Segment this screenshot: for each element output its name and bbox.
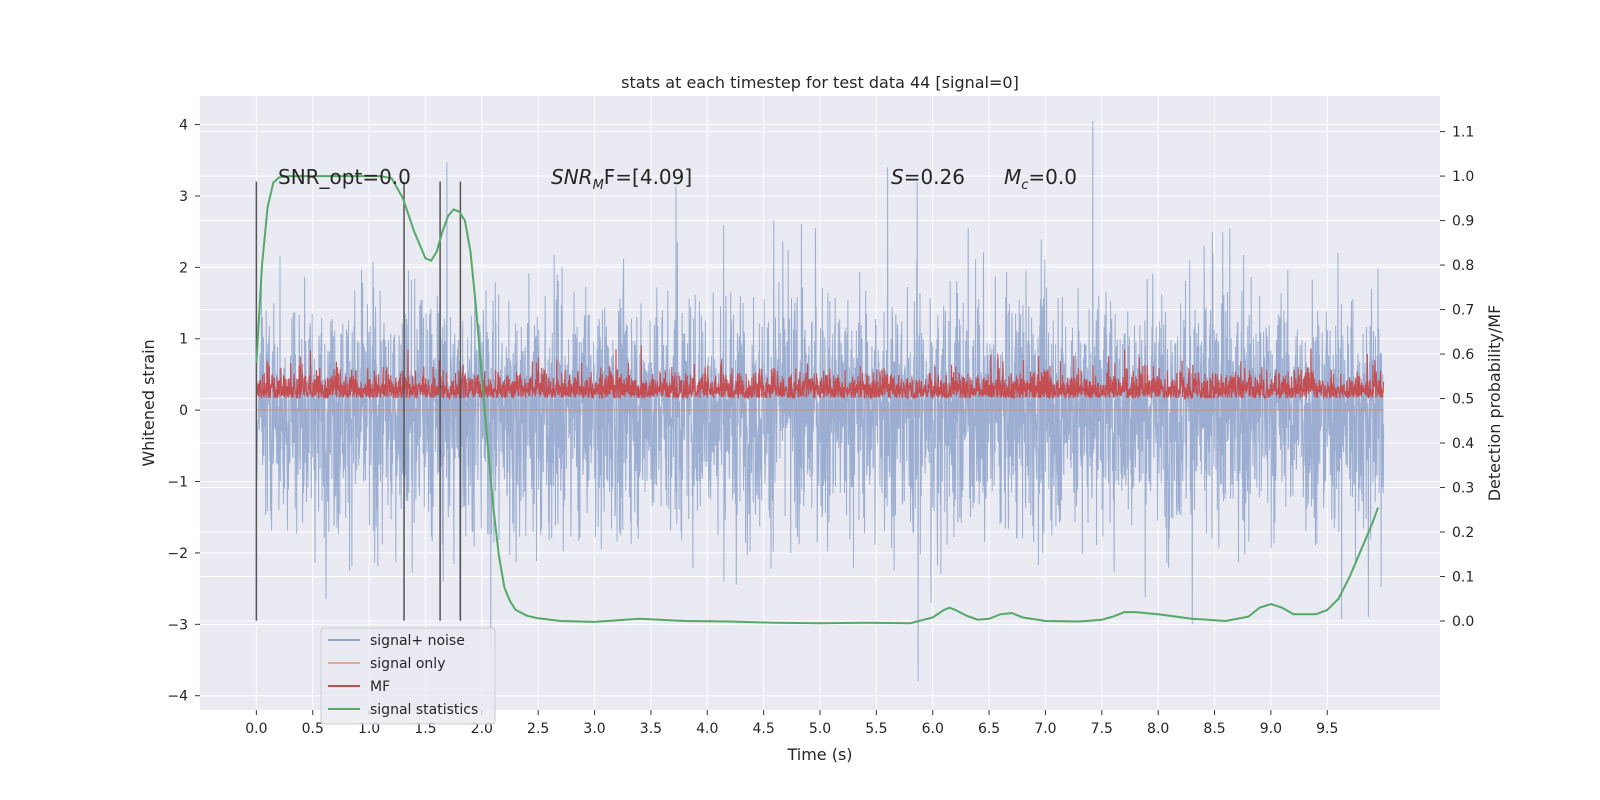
signal-noise-line: [255, 120, 1385, 682]
mc-value: =0.0: [1028, 165, 1077, 189]
snr-mf-name: SNR: [551, 165, 593, 189]
legend-label-mf: MF: [370, 679, 390, 695]
x-tick-label: 4.0: [696, 721, 718, 737]
legend: signal+ noise signal only MF signal stat…: [320, 627, 496, 725]
y-tick-label: −1: [167, 475, 188, 491]
legend-label-signal-only: signal only: [370, 656, 445, 672]
y-right-tick-label: 0.6: [1452, 347, 1474, 363]
y-right-tick-label: 0.1: [1452, 570, 1474, 586]
y-right-tick-label: 0.5: [1452, 392, 1474, 408]
annotation-layer: SNR_opt=0.0 SNRMF=[4.09] S=0.26 Mc=0.0: [278, 165, 1077, 193]
legend-label-signal-noise: signal+ noise: [370, 633, 465, 649]
chart-title: stats at each timestep for test data 44 …: [621, 73, 1019, 92]
y-tick-label: 1: [179, 332, 188, 348]
mc-name: M: [1004, 165, 1021, 189]
x-tick-label: 8.0: [1147, 721, 1169, 737]
mc-subscript: c: [1021, 178, 1028, 193]
y-tick-label: −3: [167, 617, 188, 633]
y-tick-label: 2: [179, 260, 188, 276]
x-tick-label: 1.0: [358, 721, 380, 737]
signal-statistics-series: [255, 175, 1379, 625]
x-tick-label: 3.0: [583, 721, 605, 737]
x-tick-label: 7.0: [1034, 721, 1056, 737]
signal-noise-series: [255, 120, 1385, 682]
legend-box: [320, 627, 496, 725]
y-tick-label: 3: [179, 189, 188, 205]
y-tick-label: −4: [167, 689, 188, 705]
snr-mf-annotation: SNRMF=[4.09]: [551, 165, 692, 193]
mf-series: [255, 345, 1385, 401]
x-tick-label: 2.0: [471, 721, 493, 737]
x-tick-label: 4.5: [753, 721, 775, 737]
x-tick-label: 9.0: [1260, 721, 1282, 737]
x-axis-label: Time (s): [786, 745, 852, 764]
x-tick-label: 6.5: [978, 721, 1000, 737]
signal-statistics-line: [255, 175, 1379, 625]
y-tick-label: −2: [167, 546, 188, 562]
snr-mf-value: F=[4.09]: [604, 165, 692, 189]
s-annotation: S=0.26: [891, 165, 965, 189]
x-tick-label: 0.0: [245, 721, 267, 737]
x-tick-label: 1.5: [414, 721, 436, 737]
x-tick-label: 7.5: [1091, 721, 1113, 737]
s-name: S: [891, 165, 904, 189]
x-tick-label: 5.5: [865, 721, 887, 737]
y-axis-right-label: Detection probability/MF: [1485, 305, 1504, 502]
s-value: =0.26: [904, 165, 965, 189]
y-tick-label: 4: [179, 118, 188, 134]
x-tick-label: 0.5: [302, 721, 324, 737]
legend-label-signal-statistics: signal statistics: [370, 702, 478, 718]
y-right-tick-label: 0.0: [1452, 614, 1474, 630]
y-right-tick-label: 0.7: [1452, 303, 1474, 319]
snr-opt-annotation: SNR_opt=0.0: [278, 165, 411, 189]
y-right-tick-label: 0.9: [1452, 214, 1474, 230]
x-tick-label: 6.0: [922, 721, 944, 737]
x-tick-label: 9.5: [1316, 721, 1338, 737]
snr-mf-subscript: M: [593, 178, 604, 193]
x-tick-label: 8.5: [1203, 721, 1225, 737]
x-tick-label: 3.5: [640, 721, 662, 737]
vertical-markers: [255, 181, 462, 621]
mc-annotation: Mc=0.0: [1004, 165, 1077, 193]
y-right-tick-label: 0.3: [1452, 481, 1474, 497]
y-right-tick-label: 0.2: [1452, 525, 1474, 541]
x-tick-label: 2.5: [527, 721, 549, 737]
axes-layer: 0.0 0.5 1.0 1.5 2.0 2.5 3.0 3.5 4.0 4.5 5.0 5.5 6.0 6…: [167, 118, 1474, 737]
x-tick-label: 5.0: [809, 721, 831, 737]
y-axis-label: Whitened strain: [139, 339, 158, 466]
y-tick-label: 0: [179, 403, 188, 419]
y-right-tick-label: 1.1: [1452, 125, 1474, 141]
y-right-tick-label: 0.8: [1452, 258, 1474, 274]
y-right-tick-label: 1.0: [1452, 169, 1474, 185]
mf-line: [255, 345, 1385, 401]
y-right-tick-label: 0.4: [1452, 436, 1474, 452]
